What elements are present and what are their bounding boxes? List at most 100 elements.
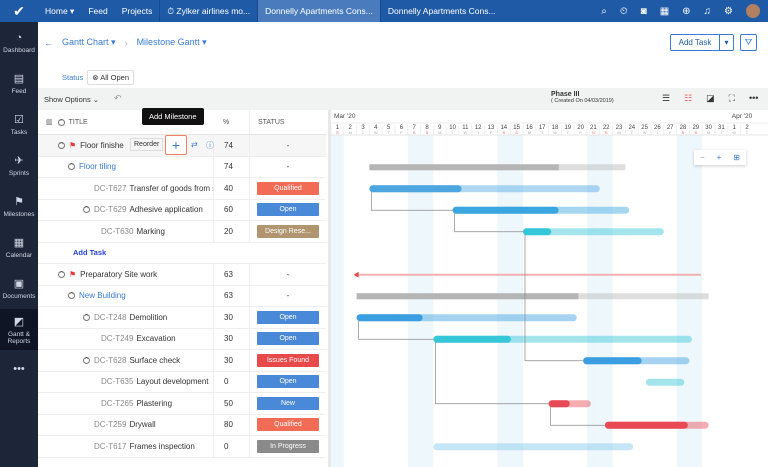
sidebar-item-sprints[interactable]: ✈ Sprints (0, 145, 38, 186)
zoom-out-icon[interactable]: − (699, 153, 705, 162)
avatar[interactable] (746, 4, 760, 18)
sidebar-item-tasks[interactable]: ☑ Tasks (0, 104, 38, 145)
table-row[interactable]: ^ New Building 63 - (38, 285, 326, 307)
status-badge[interactable]: Qualified (257, 418, 319, 432)
task-title[interactable]: Layout development (136, 377, 209, 387)
fullscreen-icon[interactable]: ⛶ (728, 93, 735, 103)
app-logo-icon[interactable]: ✔ (13, 2, 25, 19)
table-row[interactable]: Add Task (38, 243, 326, 264)
chart-icon[interactable]: ◪ (706, 93, 715, 103)
show-options-dropdown[interactable]: Show Options ⌄ (44, 95, 100, 104)
table-row[interactable]: ^ DC-T629 Adhesive application 60 Open (38, 199, 326, 221)
table-row[interactable]: DC-T635 Layout development 0 Open (38, 371, 326, 393)
calendar-icon[interactable]: ▦ (659, 5, 670, 17)
status-chip[interactable]: ⊗ All Open (87, 70, 135, 85)
status-badge[interactable]: Open (257, 332, 319, 346)
nav-home[interactable]: Home ▾ (45, 6, 75, 16)
task-title[interactable]: Demolition (129, 312, 168, 322)
day-number: 16 (526, 125, 533, 131)
search-icon[interactable]: ⌕ (601, 5, 607, 17)
filter-icon[interactable]: ⛛ (740, 34, 757, 51)
back-arrow-icon[interactable]: ← (44, 37, 53, 48)
tab-donnelly[interactable]: Donnelly Apartments Cons... (379, 0, 503, 22)
collapse-icon[interactable]: ^ (83, 313, 90, 321)
zoom-in-icon[interactable]: + (716, 153, 722, 162)
sidebar-item-documents[interactable]: ▣ Documents (0, 268, 38, 309)
baseline-icon[interactable]: ☰ (662, 93, 671, 103)
table-row[interactable]: ^ Floor tiling 74 - (38, 156, 326, 178)
sidebar-item-milestones[interactable]: ⚑ Milestones (0, 186, 38, 227)
undo-icon[interactable]: ↶ (114, 93, 122, 103)
day-weekday: W (374, 130, 378, 135)
task-title[interactable]: New Building (79, 291, 126, 301)
sidebar-item-dashboard[interactable]: ◔ Dashboard (0, 22, 38, 63)
settings-icon[interactable]: ⚙ (724, 5, 733, 17)
status-badge[interactable]: Open (257, 203, 319, 217)
sidebar-item-gantt-reports[interactable]: ◩ Gantt & Reports (0, 309, 38, 350)
reorder-button[interactable]: Reorder (130, 138, 164, 151)
day-number: 22 (603, 125, 610, 131)
day-number: 5 (387, 125, 391, 131)
status-badge[interactable]: Open (257, 310, 319, 324)
task-title[interactable]: Frames inspection (129, 441, 195, 451)
task-title[interactable]: Surface check (129, 355, 181, 365)
table-row[interactable]: ^ ⚑ Preparatory Site work 63 - (38, 264, 326, 286)
breadcrumb-milestone-gantt[interactable]: Milestone Gantt ▾ (136, 37, 207, 47)
collapse-icon[interactable]: ^ (58, 270, 65, 278)
table-row[interactable]: ^ DC-T248 Demolition 30 Open (38, 307, 326, 329)
add-task-button[interactable]: Add Task ▾ (670, 34, 734, 51)
table-row[interactable]: DC-T265 Plastering 50 New (38, 393, 326, 415)
add-icon[interactable]: ⊕ (682, 5, 691, 17)
status-badge[interactable]: Open (257, 375, 319, 389)
sidebar-item-calendar[interactable]: ▦ Calendar (0, 227, 38, 268)
task-title[interactable]: Drywall (129, 420, 156, 430)
tab-donnelly-active[interactable]: Donnelly Apartments Cons... (257, 0, 380, 22)
status-badge[interactable]: Qualified (257, 181, 319, 195)
fit-icon[interactable]: ⊞ (733, 153, 740, 162)
collapse-icon[interactable]: ^ (83, 206, 90, 214)
task-title[interactable]: Floor tiling (79, 162, 116, 172)
sidebar-item-more[interactable]: ••• (0, 350, 38, 391)
task-title[interactable]: Marking (136, 226, 165, 236)
table-row[interactable]: DC-T617 Frames inspection 0 In Progress (38, 436, 326, 458)
table-row[interactable]: ^ ⚑ Floor finishe 74 - Reorder + ⇄ ⓘ (38, 135, 326, 157)
link-icon[interactable]: ⇄ (191, 140, 198, 149)
more-icon[interactable]: ••• (748, 93, 759, 103)
table-row[interactable]: DC-T630 Marking 20 Design Rese... (38, 221, 326, 243)
bell-icon[interactable]: ♫ (703, 5, 712, 17)
collapse-icon[interactable]: ^ (83, 356, 90, 364)
task-title[interactable]: Adhesive application (129, 205, 203, 215)
sidebar-item-feed[interactable]: ▤ Feed (0, 63, 38, 104)
info-icon[interactable]: ⓘ (206, 141, 214, 150)
game-icon[interactable]: ◙ (640, 5, 647, 17)
status-badge[interactable]: New (257, 396, 319, 410)
weekend-column (676, 135, 690, 467)
column-settings-icon[interactable]: ▥ (46, 119, 53, 126)
status-badge[interactable]: In Progress (257, 439, 319, 453)
collapse-icon[interactable]: ^ (68, 163, 75, 171)
status-cell: New (249, 393, 326, 414)
add-milestone-button[interactable]: + (165, 135, 187, 155)
collapse-icon[interactable]: ^ (58, 141, 65, 149)
nav-feed[interactable]: Feed (88, 6, 108, 16)
timer-icon[interactable]: ⏲ (619, 5, 628, 17)
collapse-all-icon[interactable]: ^ (57, 118, 65, 126)
critical-path-icon[interactable]: ☷ (684, 93, 693, 103)
task-title[interactable]: Transfer of goods from stor... (129, 183, 213, 193)
status-badge[interactable]: Issues Found (257, 353, 319, 367)
collapse-icon[interactable]: ^ (68, 292, 75, 300)
table-row[interactable]: ^ DC-T628 Surface check 30 Issues Found (38, 350, 326, 372)
breadcrumb-gantt-chart[interactable]: Gantt Chart ▾ (62, 37, 116, 47)
task-title[interactable]: Plastering (136, 398, 173, 408)
nav-projects[interactable]: Projects (121, 6, 153, 16)
add-task-link[interactable]: Add Task (73, 248, 107, 258)
tab-zylker[interactable]: ⏱ Zylker airlines mo... (159, 0, 257, 22)
task-title[interactable]: Floor finishe (80, 140, 124, 150)
table-row[interactable]: DC-T249 Excavation 30 Open (38, 328, 326, 350)
task-title[interactable]: Excavation (136, 334, 176, 344)
status-badge[interactable]: Design Rese... (257, 224, 319, 238)
table-row[interactable]: DC-T259 Drywall 80 Qualified (38, 414, 326, 436)
chevron-down-icon[interactable]: ▾ (719, 35, 733, 50)
task-title[interactable]: Preparatory Site work (80, 269, 158, 279)
